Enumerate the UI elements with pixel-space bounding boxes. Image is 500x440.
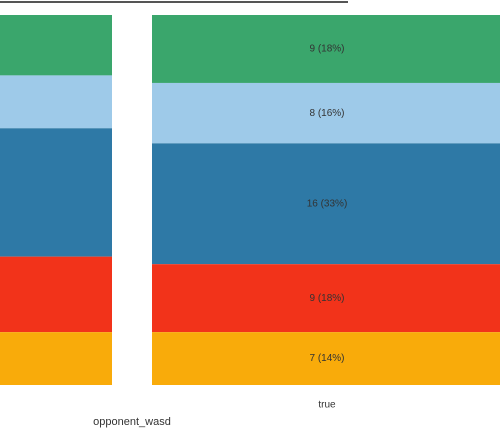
bar-segment xyxy=(152,264,500,333)
value-label: 7 (14%) xyxy=(309,353,344,364)
bar-segment xyxy=(152,332,500,385)
bar-segment xyxy=(0,128,112,257)
bar-segment xyxy=(0,332,112,385)
x-tick-label: true xyxy=(318,400,336,411)
bar-segment xyxy=(0,15,112,76)
value-label: 16 (33%) xyxy=(307,198,348,209)
bar-segment xyxy=(152,15,500,83)
bar-segment xyxy=(152,143,500,265)
bar-segment xyxy=(0,256,112,333)
bar-segment xyxy=(152,82,500,144)
bar-segment xyxy=(0,75,112,129)
value-label: 8 (16%) xyxy=(309,108,344,119)
value-label: 9 (18%) xyxy=(309,44,344,55)
value-label: 9 (18%) xyxy=(309,293,344,304)
x-axis-title: opponent_wasd xyxy=(93,416,171,428)
